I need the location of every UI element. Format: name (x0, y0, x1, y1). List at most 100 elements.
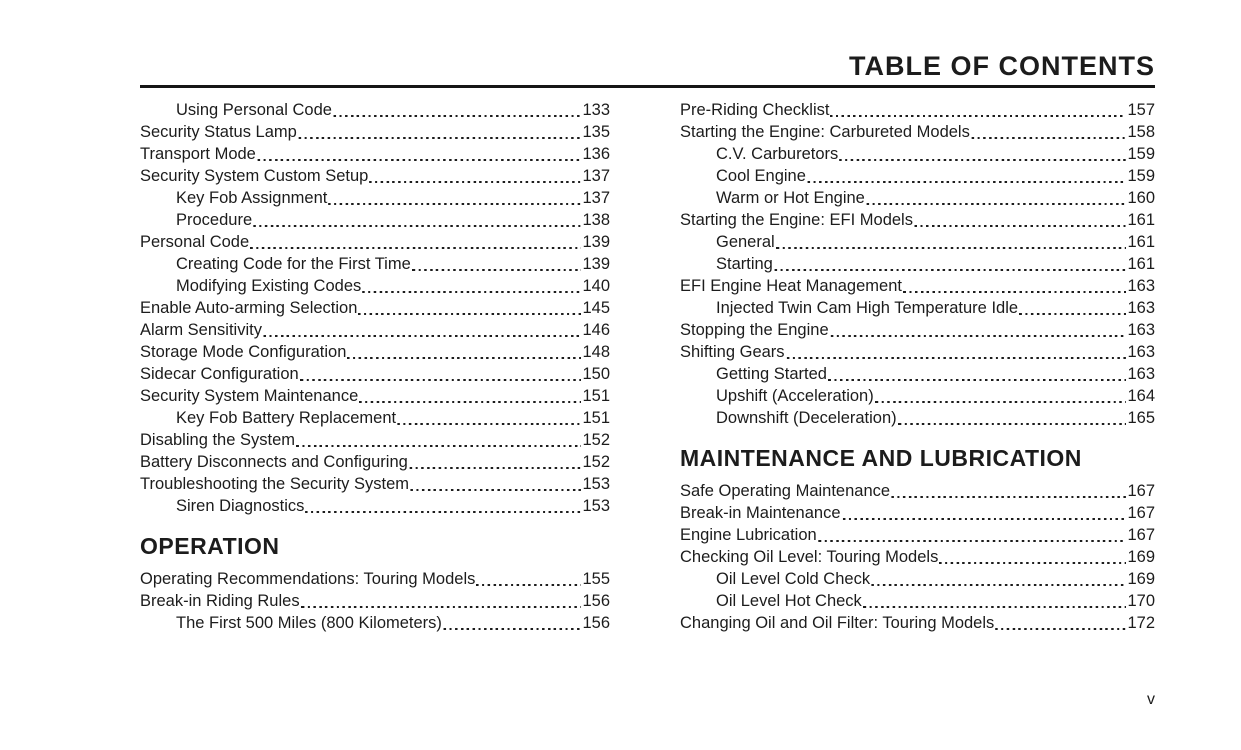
leader-dots (332, 114, 582, 118)
toc-entry: Disabling the System 152 (140, 429, 610, 451)
toc-entry-page: 163 (1127, 343, 1155, 361)
toc-entry-page: 169 (1127, 548, 1155, 566)
toc-entry: Operating Recommendations: Touring Model… (140, 568, 610, 590)
title-rule (140, 85, 1155, 88)
section-header: OPERATION (140, 533, 280, 559)
toc-entry-page: 152 (582, 453, 610, 471)
toc-entry-page: 138 (582, 211, 610, 229)
leader-dots (476, 583, 582, 587)
column-gap (610, 99, 680, 634)
leader-dots (262, 334, 582, 338)
toc-entry-label: Safe Operating Maintenance (680, 482, 891, 500)
toc-entry-label: Oil Level Hot Check (716, 592, 862, 610)
toc-entry-label: Pre-Riding Checklist (680, 101, 830, 119)
toc-entry-label: Disabling the System (140, 431, 295, 449)
toc-entry: Engine Lubrication 167 (680, 524, 1155, 546)
toc-entry-label: Cool Engine (716, 167, 806, 185)
toc-entry-page: 165 (1127, 409, 1155, 427)
toc-entry-page: 153 (582, 475, 610, 493)
toc-entry: Warm or Hot Engine 160 (680, 187, 1155, 209)
toc-entry-label: Engine Lubrication (680, 526, 817, 544)
toc-entry: Break-in Maintenance 167 (680, 502, 1155, 524)
toc-entry: Security System Custom Setup 137 (140, 165, 610, 187)
leader-dots (296, 444, 582, 448)
toc-entry-page: 137 (582, 189, 610, 207)
toc-entry-label: Modifying Existing Codes (176, 277, 362, 295)
leader-dots (300, 605, 582, 609)
toc-entry-page: 161 (1127, 255, 1155, 273)
toc-entry: Starting 161 (680, 253, 1155, 275)
toc-entry: EFI Engine Heat Management 163 (680, 275, 1155, 297)
toc-entry-label: Security System Custom Setup (140, 167, 369, 185)
toc-entry-label: Key Fob Battery Replacement (176, 409, 397, 427)
toc-entry-label: Personal Code (140, 233, 250, 251)
toc-entry-label: Security Status Lamp (140, 123, 297, 141)
leader-dots (442, 627, 582, 631)
toc-entry: Using Personal Code 133 (140, 99, 610, 121)
toc-entry-page: 163 (1127, 299, 1155, 317)
toc-entry-page: 152 (582, 431, 610, 449)
toc-entry-page: 156 (582, 614, 610, 632)
toc-entry-label: Siren Diagnostics (176, 497, 305, 515)
toc-entry: Injected Twin Cam High Temperature Idle 1… (680, 297, 1155, 319)
leader-dots (305, 510, 582, 514)
toc-entry: Storage Mode Configuration 148 (140, 341, 610, 363)
toc-entry: Upshift (Acceleration) 164 (680, 385, 1155, 407)
toc-entry-label: Using Personal Code (176, 101, 332, 119)
toc-entry-page: 135 (582, 123, 610, 141)
leader-dots (408, 466, 582, 470)
toc-entry: Creating Code for the First Time 139 (140, 253, 610, 275)
leader-dots (841, 517, 1127, 521)
leader-dots (913, 224, 1127, 228)
toc-entry: Enable Auto-arming Selection 145 (140, 297, 610, 319)
leader-dots (253, 224, 582, 228)
leader-dots (359, 400, 582, 404)
leader-dots (347, 356, 582, 360)
toc-entry-page: 163 (1127, 365, 1155, 383)
leader-dots (256, 158, 582, 162)
page-content: TABLE OF CONTENTS Using Personal Code 133… (140, 0, 1155, 634)
toc-entry-label: Getting Started (716, 365, 827, 383)
toc-entry-label: Checking Oil Level: Touring Models (680, 548, 939, 566)
leader-dots (773, 268, 1127, 272)
toc-entry-label: Transport Mode (140, 145, 256, 163)
leader-dots (775, 246, 1127, 250)
toc-entry: Oil Level Cold Check 169 (680, 568, 1155, 590)
leader-dots (297, 136, 582, 140)
toc-entry: Starting the Engine: EFI Models 161 (680, 209, 1155, 231)
toc-entry-page: 136 (582, 145, 610, 163)
toc-entry-label: Warm or Hot Engine (716, 189, 865, 207)
leader-dots (362, 290, 582, 294)
toc-columns: Using Personal Code 133 Security Status La… (140, 99, 1155, 634)
toc-entry: Checking Oil Level: Touring Models 169 (680, 546, 1155, 568)
toc-entry-page: 153 (582, 497, 610, 515)
toc-entry-page: 139 (582, 255, 610, 273)
toc-entry: Procedure 138 (140, 209, 610, 231)
toc-entry-label: Security System Maintenance (140, 387, 359, 405)
toc-entry-page: 167 (1127, 504, 1155, 522)
toc-entry-label: Starting the Engine: EFI Models (680, 211, 913, 229)
toc-entry: C.V. Carburetors 159 (680, 143, 1155, 165)
toc-entry: Battery Disconnects and Configuring 152 (140, 451, 610, 473)
toc-column-left: Using Personal Code 133 Security Status La… (140, 99, 610, 634)
toc-entry-label: Storage Mode Configuration (140, 343, 347, 361)
toc-entry-page: 148 (582, 343, 610, 361)
toc-entry: Starting the Engine: Carbureted Models 15… (680, 121, 1155, 143)
toc-entry-label: Starting (716, 255, 773, 273)
leader-dots (817, 539, 1127, 543)
toc-column-right: Pre-Riding Checklist 157 Starting the Engi… (680, 99, 1155, 634)
toc-entry-page: 139 (582, 233, 610, 251)
toc-entry-page: 145 (582, 299, 610, 317)
leader-dots (250, 246, 582, 250)
toc-entry-page: 159 (1127, 145, 1155, 163)
toc-entry-page: 170 (1127, 592, 1155, 610)
leader-dots (902, 290, 1127, 294)
toc-entry-label: Troubleshooting the Security System (140, 475, 410, 493)
leader-dots (874, 400, 1127, 404)
toc-entry-label: Injected Twin Cam High Temperature Idle (716, 299, 1019, 317)
toc-entry-page: 163 (1127, 277, 1155, 295)
leader-dots (995, 627, 1127, 631)
toc-entry-label: Sidecar Configuration (140, 365, 299, 383)
footer-page-number: v (1147, 691, 1155, 708)
leader-dots (806, 180, 1127, 184)
